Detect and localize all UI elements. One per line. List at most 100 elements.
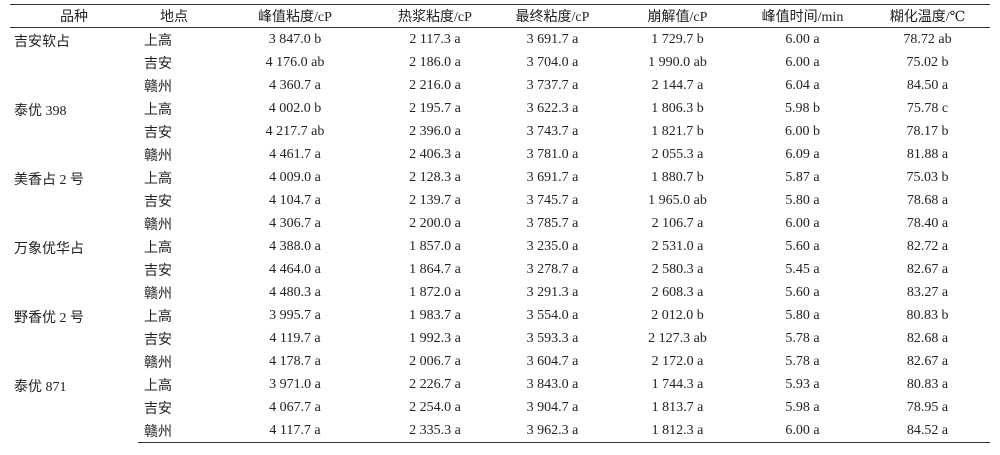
value-cell: 1 744.3 a [651,376,704,392]
value-cell: 4 067.7 a [269,399,321,415]
value-cell: 2 396.0 a [409,123,461,139]
value-cell: 2 531.0 a [651,238,704,254]
value-cell: 5.60 a [785,284,820,300]
value-cell: 81.88 a [906,146,949,162]
value-cell: 5.80 a [785,192,820,208]
column-header: 热浆粘度/cP [380,4,490,28]
value-cell: 4 176.0 ab [265,54,325,70]
column-header: 品种 [10,4,138,28]
value-cell: 1 864.7 a [409,261,461,277]
value-cell: 4 217.7 ab [265,123,325,139]
value-cell: 2 144.7 a [651,77,704,93]
variety-cell: 泰优 398 [14,104,67,119]
location-cell: 上高 [144,171,172,187]
value-cell: 2 139.7 a [409,192,461,208]
value-cell: 3 691.7 a [526,169,579,185]
table-row: 吉安 4 176.0 ab 2 186.0 a 3 704.0 a 1 990.0 ab… [10,51,990,74]
value-cell: 3 291.3 a [526,284,579,300]
table-row: 赣州 4 480.3 a 1 872.0 a 3 291.3 a 2 608.3 a 5.… [10,281,990,304]
column-header: 崩解值/cP [615,4,740,28]
value-cell: 78.72 ab [903,31,952,47]
value-cell: 80.83 a [906,376,949,392]
table-row: 吉安软占 上高 3 847.0 b 2 117.3 a 3 691.7 a 1 729.7… [10,28,990,52]
variety-cell: 美香占 2 号 [14,173,84,188]
value-cell: 3 745.7 a [526,192,579,208]
value-cell: 5.60 a [785,238,820,254]
value-cell: 1 965.0 ab [648,192,707,208]
variety-cell: 万象优华占 [14,242,84,257]
variety-cell: 泰优 871 [14,380,67,395]
table-row: 美香占 2 号 上高 4 009.0 a 2 128.3 a 3 691.7 a 1 88… [10,166,990,189]
value-cell: 2 608.3 a [651,284,704,300]
value-cell: 5.78 a [785,330,820,346]
value-cell: 80.83 b [906,307,949,323]
value-cell: 3 737.7 a [526,77,579,93]
location-cell: 吉安 [144,194,172,210]
value-cell: 78.68 a [906,192,949,208]
value-cell: 6.00 a [785,31,820,47]
column-header: 峰值时间/min [740,4,865,28]
value-cell: 75.78 c [906,100,949,116]
value-cell: 6.00 a [740,419,865,443]
value-cell: 3 904.7 a [526,399,579,415]
variety-cell: 野香优 2 号 [14,311,84,326]
location-cell: 上高 [144,33,172,49]
table-row: 野香优 2 号 上高 3 995.7 a 1 983.7 a 3 554.0 a 2 01… [10,304,990,327]
value-cell: 83.27 a [906,284,949,300]
value-cell: 3 843.0 a [526,376,579,392]
value-cell: 4 119.7 a [269,330,321,346]
table-row: 吉安 4 119.7 a 1 992.3 a 3 593.3 a 2 127.3 ab 5… [10,327,990,350]
value-cell: 3 743.7 a [526,123,579,139]
location-cell: 上高 [144,240,172,256]
value-cell: 82.67 a [906,261,949,277]
location-cell: 吉安 [144,56,172,72]
value-cell: 78.95 a [906,399,949,415]
value-cell: 78.17 b [906,123,949,139]
value-cell: 3 691.7 a [526,31,579,47]
value-cell: 3 962.3 a [490,419,615,443]
location-cell: 赣州 [144,148,172,164]
value-cell: 4 009.0 a [269,169,321,185]
location-cell: 赣州 [144,217,172,233]
value-cell: 1 821.7 b [651,123,704,139]
value-cell: 78.40 a [906,215,949,231]
value-cell: 2 006.7 a [409,353,461,369]
value-cell: 1 983.7 a [409,307,461,323]
value-cell: 2 406.3 a [409,146,461,162]
column-header: 峰值粘度/cP [210,4,380,28]
value-cell: 1 729.7 b [651,31,704,47]
value-cell: 1 990.0 ab [648,54,707,70]
table-row: 赣州 4 306.7 a 2 200.0 a 3 785.7 a 2 106.7 a 6.… [10,212,990,235]
table-row: 吉安 4 217.7 ab 2 396.0 a 3 743.7 a 1 821.7 b 6… [10,120,990,143]
table-row: 吉安 4 067.7 a 2 254.0 a 3 904.7 a 1 813.7 a 5.… [10,396,990,419]
location-cell: 吉安 [144,401,172,417]
value-cell: 82.68 a [906,330,949,346]
value-cell: 4 178.7 a [269,353,321,369]
value-cell: 5.78 a [785,353,820,369]
data-table: 品种 地点 峰值粘度/cP 热浆粘度/cP 最终粘度/cP 崩解值/cP 峰值时间/min 糊… [10,4,990,443]
value-cell: 2 195.7 a [409,100,461,116]
value-cell: 3 971.0 a [269,376,321,392]
location-cell: 上高 [144,309,172,325]
value-cell: 6.09 a [785,146,820,162]
value-cell: 3 704.0 a [526,54,579,70]
value-cell: 4 360.7 a [269,77,321,93]
value-cell: 1 857.0 a [409,238,461,254]
value-cell: 2 106.7 a [651,215,704,231]
value-cell: 4 002.0 b [268,100,322,116]
value-cell: 5.93 a [785,376,820,392]
value-cell: 4 464.0 a [269,261,321,277]
value-cell: 4 461.7 a [269,146,321,162]
location-cell: 赣州 [144,355,172,371]
value-cell: 84.50 a [906,77,949,93]
value-cell: 3 785.7 a [526,215,579,231]
variety-cell: 吉安软占 [14,35,70,50]
value-cell: 2 172.0 a [651,353,704,369]
header-row: 品种 地点 峰值粘度/cP 热浆粘度/cP 最终粘度/cP 崩解值/cP 峰值时间/min 糊… [10,4,990,28]
value-cell: 2 226.7 a [409,376,461,392]
value-cell: 1 812.3 a [615,419,740,443]
value-cell: 82.72 a [906,238,949,254]
location-cell: 吉安 [144,263,172,279]
